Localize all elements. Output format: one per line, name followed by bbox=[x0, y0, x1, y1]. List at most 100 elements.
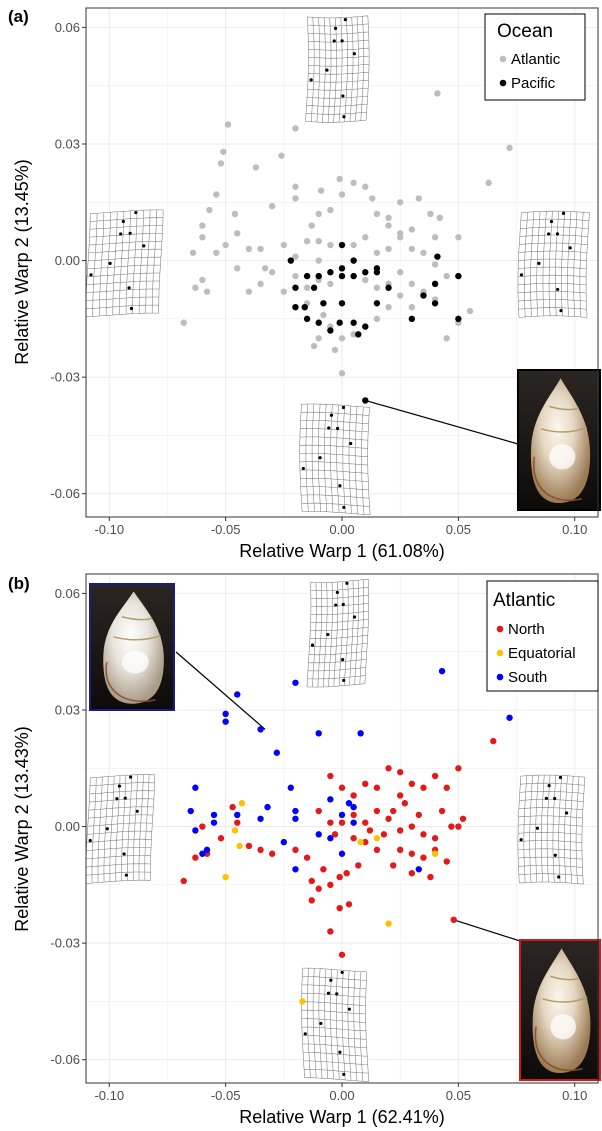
point-atlantic-60 bbox=[396, 269, 404, 276]
panel-b-warp-grid-right-landmark-4 bbox=[565, 811, 569, 815]
panel-a-y-tick-label-2: 0.00 bbox=[55, 253, 80, 268]
point-atlantic-58 bbox=[431, 261, 439, 268]
panel-b-x-tick-label-1: -0.05 bbox=[211, 1088, 241, 1103]
panel-b-warp-grid-left-landmark-4 bbox=[135, 809, 139, 813]
point-north-47 bbox=[192, 854, 199, 861]
point-atlantic-7 bbox=[506, 144, 513, 152]
point-south-33 bbox=[203, 846, 211, 854]
panel-a-warp-grid-top-landmark-7 bbox=[342, 115, 346, 119]
point-pacific-25 bbox=[420, 292, 427, 299]
point-atlantic-29 bbox=[427, 210, 434, 218]
point-north-65 bbox=[336, 904, 343, 912]
point-south-20 bbox=[292, 866, 299, 873]
panel-b-warp-grid-top-landmark-8 bbox=[310, 643, 315, 647]
shell-photo-south-atlantic bbox=[89, 583, 175, 711]
shell-photo-pacific-suture-1 bbox=[548, 405, 579, 411]
point-pacific-7 bbox=[362, 269, 369, 276]
point-north-43 bbox=[390, 862, 397, 869]
point-atlantic-50 bbox=[327, 241, 334, 249]
panel-a-warp-grid-top bbox=[305, 15, 370, 123]
panel-a-warp-grid-bottom bbox=[299, 403, 371, 516]
panel-b-warp-grid-bottom-landmark-6 bbox=[338, 1050, 342, 1054]
shell-photo-north-atlantic-suture-1 bbox=[550, 975, 580, 981]
point-north-39 bbox=[408, 850, 416, 857]
legend-label-south: South bbox=[508, 669, 547, 686]
point-south-24 bbox=[338, 811, 346, 819]
panel-b-warp-grid-right-bg bbox=[519, 778, 585, 884]
panel-a-warp-grid-top-landmark-0 bbox=[343, 18, 347, 22]
point-atlantic-92 bbox=[443, 335, 450, 342]
panel-a-warp-grid-bottom-landmark-7 bbox=[342, 505, 346, 510]
panel-a-warp-grid-left-landmark-2 bbox=[119, 232, 123, 236]
point-atlantic-47 bbox=[303, 237, 311, 245]
point-atlantic-26 bbox=[385, 214, 392, 222]
point-atlantic-49 bbox=[315, 257, 322, 264]
point-south-0 bbox=[234, 691, 241, 698]
panel-b-warp-grid-left-landmark-5 bbox=[105, 827, 109, 831]
panel-a-warp-grid-top-landmark-4 bbox=[352, 52, 356, 56]
panel-b-warp-grid-right-landmark-3 bbox=[553, 796, 557, 801]
panel-a-warp-grid-top-landmark-2 bbox=[332, 39, 336, 43]
point-atlantic-12 bbox=[268, 202, 276, 210]
panel-b-warp-grid-bottom-landmark-0 bbox=[340, 970, 344, 975]
point-atlantic-39 bbox=[222, 241, 229, 249]
point-atlantic-45 bbox=[280, 241, 288, 249]
point-pacific-1 bbox=[292, 284, 299, 291]
panel-a-points bbox=[180, 90, 513, 404]
point-north-51 bbox=[234, 819, 241, 826]
point-pacific-17 bbox=[362, 323, 369, 330]
panel-b-warp-grid-right-landmark-1 bbox=[547, 784, 551, 788]
point-atlantic-17 bbox=[231, 210, 239, 218]
panel-a-warp-grid-left-landmark-8 bbox=[89, 273, 93, 277]
point-north-16 bbox=[415, 811, 422, 819]
point-atlantic-3 bbox=[252, 164, 260, 171]
panel-b-callout-line-north bbox=[453, 919, 521, 942]
panel-a-y-axis-title: Relative Warp 2 (13.45%) bbox=[12, 159, 32, 364]
point-north-68 bbox=[338, 951, 346, 958]
point-atlantic-40 bbox=[234, 230, 241, 237]
panel-b-warp-grid-left-landmark-8 bbox=[88, 839, 92, 843]
point-north-67 bbox=[327, 928, 334, 935]
point-north-5 bbox=[396, 768, 404, 776]
point-south-3 bbox=[257, 726, 264, 733]
panel-a-x-tick-label-2: 0.00 bbox=[329, 522, 354, 537]
panel-b-warp-grid-top-landmark-5 bbox=[326, 632, 330, 637]
panel-b-warp-grid-right bbox=[517, 774, 586, 885]
point-atlantic-79 bbox=[203, 288, 211, 295]
point-north-38 bbox=[396, 846, 404, 854]
point-north-28 bbox=[408, 823, 416, 830]
point-pacific-22 bbox=[373, 269, 381, 276]
point-atlantic-32 bbox=[385, 222, 392, 229]
point-pacific-20 bbox=[338, 241, 346, 249]
panel-a-warp-grid-bottom-landmark-6 bbox=[338, 484, 342, 488]
panel-a-warp-grid-right-landmark-3 bbox=[555, 232, 560, 236]
point-north-37 bbox=[373, 846, 381, 854]
shell-photo-north-atlantic-frame bbox=[519, 939, 601, 1081]
panel-b-warp-grid-top-landmark-0 bbox=[345, 581, 349, 585]
point-south-9 bbox=[506, 714, 513, 721]
point-north-18 bbox=[459, 815, 467, 822]
point-atlantic-67 bbox=[280, 288, 288, 295]
panel-b-x-tick-label-0: -0.10 bbox=[94, 1088, 124, 1103]
point-pacific-15 bbox=[338, 300, 346, 307]
panel-a-warp-grid-bottom-landmark-8 bbox=[301, 466, 305, 471]
panel-b-warp-grid-bottom-landmark-8 bbox=[303, 1032, 307, 1036]
panel-b-warp-grid-top-landmark-1 bbox=[335, 590, 339, 595]
legend-swatch-equatorial bbox=[496, 649, 504, 657]
point-atlantic-57 bbox=[420, 249, 427, 256]
point-pacific-24 bbox=[408, 315, 416, 323]
panel-a-warp-grid-bottom-bg bbox=[301, 407, 371, 513]
legend-swatch-north bbox=[496, 625, 504, 633]
point-north-14 bbox=[390, 807, 397, 815]
panel-b-warp-grid-bottom bbox=[301, 967, 369, 1082]
point-pacific-2 bbox=[303, 272, 311, 280]
point-atlantic-35 bbox=[455, 234, 462, 241]
panel-a-callout-line bbox=[365, 399, 519, 445]
panel-b-warp-grid-left bbox=[85, 774, 156, 884]
point-pacific-31 bbox=[327, 327, 334, 334]
panel-b-warp-grid-top-landmark-2 bbox=[334, 603, 338, 607]
panel-a-warp-grid-bottom-landmark-1 bbox=[329, 413, 334, 417]
point-atlantic-30 bbox=[436, 214, 443, 222]
point-atlantic-52 bbox=[362, 234, 369, 241]
point-atlantic-15 bbox=[206, 206, 213, 214]
